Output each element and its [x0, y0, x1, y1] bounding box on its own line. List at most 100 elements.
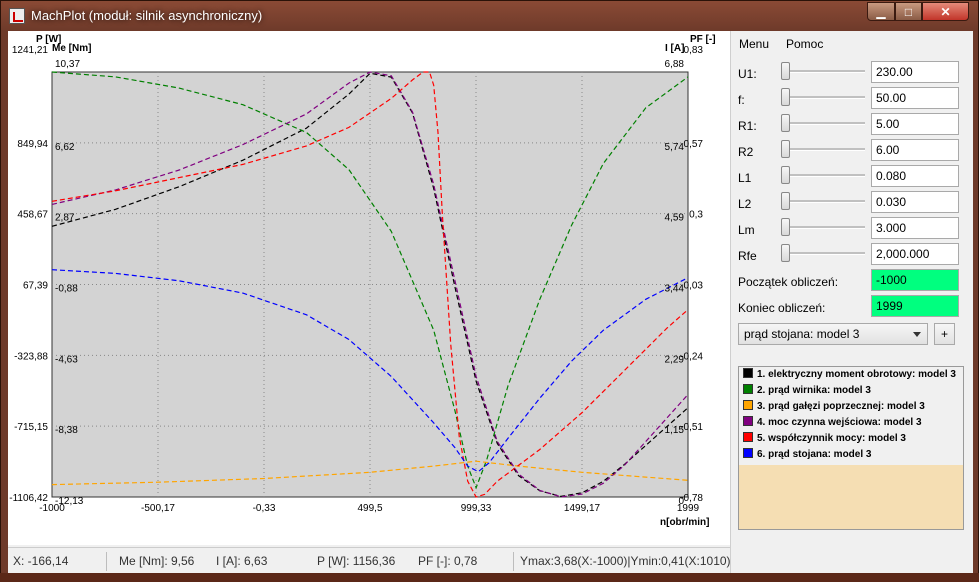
p-tick-label: 1241,21 [12, 45, 49, 56]
legend-list: 1. elektryczny moment obrotowy: model 3 … [739, 367, 963, 465]
slider-track-l1 [781, 174, 865, 177]
slider-lm[interactable] [781, 218, 790, 236]
status-pf: PF [-]: 0,78 [418, 554, 478, 568]
slider-track-r2 [781, 148, 865, 151]
x-tick-label: 499,5 [357, 503, 382, 514]
slider-l1[interactable] [781, 166, 790, 184]
status-separator [513, 552, 514, 571]
maximize-button[interactable]: □ [895, 2, 922, 21]
input-l2[interactable] [871, 191, 959, 213]
legend-label: 1. elektryczny moment obrotowy: model 3 [757, 369, 956, 380]
pf-tick-label: 0,57 [684, 139, 704, 150]
legend-item[interactable]: 2. prąd wirnika: model 3 [743, 384, 871, 400]
legend-label: 6. prąd stojana: model 3 [757, 449, 872, 460]
me-tick-label: -4,63 [55, 354, 78, 365]
menu-item-pomoc[interactable]: Pomoc [786, 37, 824, 51]
slider-u1[interactable] [781, 62, 790, 80]
legend-swatch [743, 448, 753, 458]
window-title: MachPlot (moduł: silnik asynchroniczny) [31, 8, 263, 23]
control-panel: Menu Pomoc U1: f: R1: R2 L1 L2 [730, 31, 973, 574]
legend-item[interactable]: 3. prąd gałęzi poprzecznej: model 3 [743, 400, 925, 416]
app-icon [9, 8, 25, 24]
slider-track-rfe [781, 252, 865, 255]
legend-swatch [743, 432, 753, 442]
x-tick-label: -1000 [39, 503, 65, 514]
slider-track-u1 [781, 70, 865, 73]
param-label-lm: Lm [738, 223, 755, 237]
legend-item[interactable]: 6. prąd stojana: model 3 [743, 448, 871, 464]
series-line [51, 72, 689, 498]
i-tick-label: 4,59 [665, 213, 685, 224]
status-x: X: -166,14 [13, 554, 69, 568]
me-tick-label: 10,37 [55, 59, 80, 70]
slider-f[interactable] [781, 88, 790, 106]
input-rfe[interactable] [871, 243, 959, 265]
legend-label: 4. moc czynna wejściowa: model 3 [757, 417, 922, 428]
menu-item-menu[interactable]: Menu [739, 37, 770, 51]
series-line [51, 71, 689, 498]
calc-start-input[interactable] [871, 269, 959, 291]
param-label-r1: R1: [738, 119, 757, 133]
series-line [51, 71, 689, 490]
series-group [51, 71, 689, 498]
legend-label: 5. współczynnik mocy: model 3 [757, 433, 906, 444]
pf-axis-label: PF [-] [690, 34, 716, 45]
legend-item[interactable]: 4. moc czynna wejściowa: model 3 [743, 416, 922, 432]
pf-tick-label: 0,03 [684, 281, 704, 292]
input-f[interactable] [871, 87, 959, 109]
param-label-r2: R2 [738, 145, 754, 159]
pf-tick-label: 0,83 [684, 45, 704, 56]
legend-item[interactable]: 5. współczynnik mocy: model 3 [743, 432, 906, 448]
close-button[interactable]: ✕ [922, 2, 969, 21]
input-r2[interactable] [871, 139, 959, 161]
grid-lines [52, 72, 688, 497]
p-tick-label: -1106,42 [9, 493, 48, 504]
slider-rfe[interactable] [781, 244, 790, 262]
title-bar[interactable]: MachPlot (moduł: silnik asynchroniczny) … [1, 1, 978, 31]
x-tick-label: 1499,17 [564, 503, 601, 514]
slider-r2[interactable] [781, 140, 790, 158]
add-series-button[interactable]: + [934, 323, 955, 345]
slider-track-lm [781, 226, 865, 229]
x-tick-label: 1999 [677, 503, 700, 514]
i-tick-label: 1,15 [665, 425, 685, 436]
i-tick-label: 6,88 [665, 59, 685, 70]
i-axis-label: I [A] [665, 43, 684, 54]
input-u1[interactable] [871, 61, 959, 83]
p-tick-label: -323,88 [14, 351, 48, 362]
slider-track-f [781, 96, 865, 99]
status-me: Me [Nm]: 9,56 [119, 554, 195, 568]
me-tick-label: 6,62 [55, 142, 75, 153]
x-tick-label: -500,17 [141, 503, 175, 514]
series-select-value: prąd stojana: model 3 [744, 327, 860, 341]
slider-l2[interactable] [781, 192, 790, 210]
minimize-button[interactable]: ▁ [867, 2, 895, 21]
legend-swatch [743, 368, 753, 378]
slider-r1[interactable] [781, 114, 790, 132]
input-l1[interactable] [871, 165, 959, 187]
i-tick-label: 0 [678, 496, 684, 507]
param-label-rfe: Rfe [738, 249, 757, 263]
legend-panel: 1. elektryczny moment obrotowy: model 3 … [738, 366, 964, 530]
calc-end-label: Koniec obliczeń: [738, 301, 826, 315]
me-tick-label: -8,38 [55, 425, 78, 436]
legend-swatch [743, 400, 753, 410]
input-r1[interactable] [871, 113, 959, 135]
series-line [51, 71, 689, 498]
plot-area[interactable]: 1241,21 10,37 6,88 0,83 -1000 849,94 6,62 5,74 0… [8, 31, 730, 545]
legend-label: 3. prąd gałęzi poprzecznej: model 3 [757, 401, 925, 412]
series-select[interactable]: prąd stojana: model 3 [738, 323, 928, 345]
legend-swatch [743, 416, 753, 426]
legend-item[interactable]: 1. elektryczny moment obrotowy: model 3 [743, 368, 956, 384]
calc-end-input[interactable] [871, 295, 959, 317]
pf-tick-label: -0,51 [680, 422, 703, 433]
taskbar-strip [0, 573, 979, 582]
client-area: 1241,21 10,37 6,88 0,83 -1000 849,94 6,62 5,74 0… [8, 31, 973, 575]
status-p: P [W]: 1156,36 [317, 554, 396, 568]
p-tick-label: 458,67 [17, 210, 48, 221]
param-label-l1: L1 [738, 171, 752, 185]
input-lm[interactable] [871, 217, 959, 239]
